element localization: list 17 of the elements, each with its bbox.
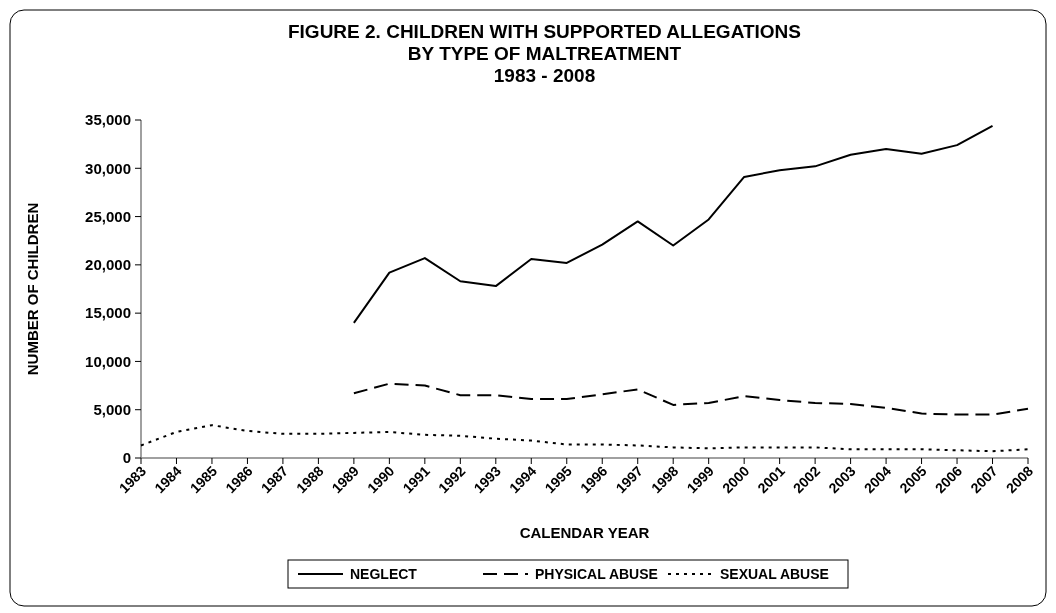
legend-label: PHYSICAL ABUSE [535, 565, 658, 582]
y-tick-label: 30,000 [85, 159, 131, 177]
line-series [352, 382, 1029, 416]
y-tick-label: 5,000 [93, 400, 131, 418]
y-tick-label: 10,000 [85, 352, 131, 370]
legend-label: SEXUAL ABUSE [720, 565, 829, 582]
y-tick-label: 15,000 [85, 304, 131, 322]
line-series [140, 424, 1029, 453]
chart-title: FIGURE 2. CHILDREN WITH SUPPORTED ALLEGATIONS BY TYPE OF MALTREATMENT 1983 - 2008 [287, 21, 802, 86]
y-tick-label: 0 [122, 449, 131, 467]
y-tick-label: 35,000 [85, 111, 131, 129]
y-tick-label: 25,000 [85, 207, 131, 225]
legend-label: NEGLECT [350, 565, 418, 582]
x-axis-title: CALENDAR YEAR [519, 524, 650, 541]
y-tick-label: 20,000 [85, 256, 131, 274]
line-series [352, 124, 994, 324]
y-axis-title: NUMBER OF CHILDREN [24, 202, 41, 376]
